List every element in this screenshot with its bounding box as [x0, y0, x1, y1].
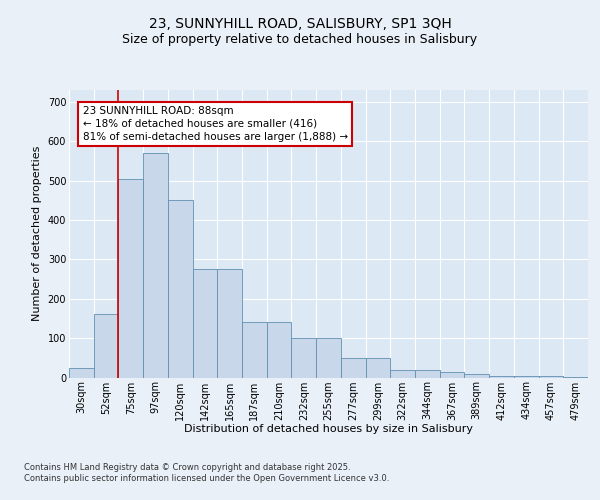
Text: Contains public sector information licensed under the Open Government Licence v3: Contains public sector information licen…: [24, 474, 389, 483]
Bar: [193, 269, 217, 378]
Bar: [539, 376, 563, 378]
Bar: [316, 338, 341, 378]
Bar: [267, 322, 292, 378]
Bar: [217, 269, 242, 378]
Bar: [242, 322, 267, 378]
Bar: [341, 358, 365, 378]
Bar: [440, 372, 464, 378]
Text: Size of property relative to detached houses in Salisbury: Size of property relative to detached ho…: [122, 32, 478, 46]
Bar: [514, 376, 539, 378]
Bar: [94, 314, 118, 378]
Text: 23, SUNNYHILL ROAD, SALISBURY, SP1 3QH: 23, SUNNYHILL ROAD, SALISBURY, SP1 3QH: [149, 18, 451, 32]
Y-axis label: Number of detached properties: Number of detached properties: [32, 146, 42, 322]
Bar: [292, 338, 316, 378]
Bar: [464, 374, 489, 378]
X-axis label: Distribution of detached houses by size in Salisbury: Distribution of detached houses by size …: [184, 424, 473, 434]
Bar: [390, 370, 415, 378]
Text: 23 SUNNYHILL ROAD: 88sqm
← 18% of detached houses are smaller (416)
81% of semi-: 23 SUNNYHILL ROAD: 88sqm ← 18% of detach…: [83, 106, 348, 142]
Bar: [365, 358, 390, 378]
Bar: [489, 376, 514, 378]
Bar: [69, 368, 94, 378]
Text: Contains HM Land Registry data © Crown copyright and database right 2025.: Contains HM Land Registry data © Crown c…: [24, 462, 350, 471]
Bar: [168, 200, 193, 378]
Bar: [563, 376, 588, 378]
Bar: [118, 178, 143, 378]
Bar: [415, 370, 440, 378]
Bar: [143, 153, 168, 378]
